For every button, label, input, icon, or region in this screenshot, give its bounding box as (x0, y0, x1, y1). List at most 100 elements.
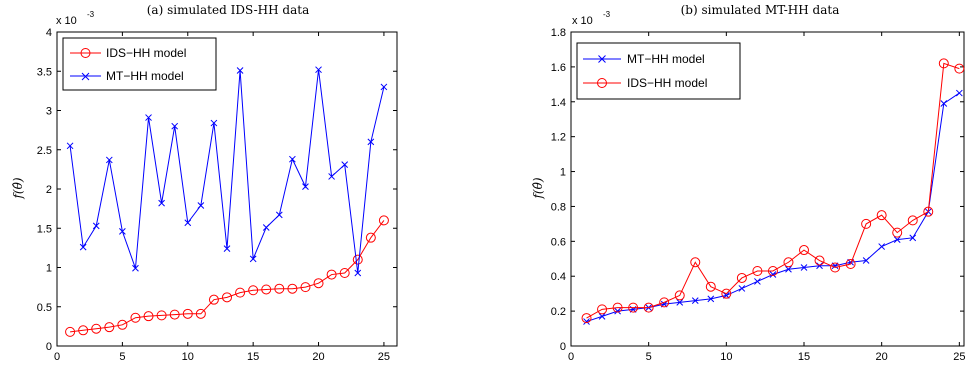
panel-b-point-mt (676, 299, 684, 306)
panel-a-point-ids (378, 215, 389, 226)
panel-a-y-tick-label: 2.5 (37, 145, 52, 157)
panel-b-y-tick-label: 1.6 (551, 62, 566, 74)
panel-a-ticks: 0 5 10 15 20 25 0 0.5 1 1.5 2 2.5 3 3.5 4 (37, 27, 397, 363)
panel-b-point-mt (909, 234, 917, 242)
panel-b-point-mt (583, 318, 590, 325)
panel-a-legend: IDS−HH model MT−HH model (62, 37, 217, 91)
panel-a-point-ids (195, 308, 206, 319)
panel-b-exponent-base: x 10 (572, 15, 593, 27)
panel-b-y-tick-label: 0.2 (551, 306, 566, 318)
panel-b-point-ids (612, 302, 623, 313)
panel-b-point-mt (738, 285, 746, 292)
panel-a-point-ids (300, 282, 311, 293)
panel-a-point-mt (79, 243, 87, 251)
panel-b-y-tick-label: 0 (560, 341, 566, 353)
panel-a-point-mt (289, 155, 296, 163)
panel-b-legend-box (576, 42, 741, 100)
panel-a-point-mt (249, 255, 257, 263)
panel-a-point-mt (66, 142, 74, 150)
panel-a-point-mt (315, 66, 322, 74)
panel-a-point-mt (197, 202, 205, 209)
panel-a-point-ids (339, 267, 350, 278)
panel-a-y-tick-label: 0.5 (37, 302, 52, 314)
panel-b-y-tick-label: 1.4 (551, 97, 566, 109)
panel-b-legend-label-ids: IDS−HH model (627, 76, 707, 90)
panel-b-point-ids (923, 206, 934, 217)
panel-a-point-mt (132, 264, 139, 272)
panel-a-point-mt (184, 219, 192, 227)
panel-a-x-tick-label: 20 (312, 351, 324, 363)
panel-a-point-mt (119, 228, 126, 235)
panel-a-legend-marker-ids (80, 48, 91, 58)
panel-b-point-mt (785, 265, 792, 273)
panel-b-y-tick-label: 0.6 (551, 236, 566, 248)
panel-b-x-tick-label: 5 (646, 351, 652, 363)
panel-a-legend-label-ids: IDS−HH model (106, 46, 186, 60)
panel-b-legend-marker-mt (598, 55, 606, 63)
panel-a-x-tick-label: 15 (247, 351, 259, 363)
panel-b-plot-frame (570, 31, 965, 347)
panel-b-point-ids (892, 227, 903, 238)
panel-b-exponent-power: -3 (603, 10, 611, 19)
panel-a-point-ids (287, 283, 298, 294)
panel-a-point-ids (222, 292, 232, 303)
panel-a-point-mt (92, 222, 100, 230)
panel-b-point-ids (643, 302, 654, 313)
panel-a-point-mt (171, 122, 179, 130)
panel-b-y-tick-label: 0.4 (551, 271, 566, 283)
panel-b-point-ids (907, 215, 918, 226)
panel-b-point-mt (800, 264, 808, 271)
panel-b-point-ids (783, 257, 794, 268)
panel-b-point-mt (614, 307, 621, 315)
panel-b-point-ids (721, 288, 732, 299)
panel-b-y-axis-label: f(θ̂) (531, 177, 545, 199)
panel-b-point-mt (769, 271, 777, 278)
panel-a-series-line-ids (70, 220, 385, 333)
panel-a-point-ids (169, 309, 180, 320)
panel-b-point-ids (876, 210, 887, 221)
panel-b-y-tick-label: 0.8 (551, 201, 566, 213)
panel-b-point-ids (659, 297, 670, 308)
panel-b-x-tick-label: 25 (953, 351, 965, 363)
panel-a-point-ids (313, 278, 324, 289)
panel-a-point-ids (156, 310, 167, 321)
panel-b-y-tick-label: 1.2 (551, 132, 566, 144)
panel-b-point-ids (845, 259, 856, 270)
panel-a-y-tick-label: 0 (46, 341, 52, 353)
panel-a-title: (a) simulated IDS-HH data (147, 3, 309, 17)
panel-a-y-tick-label: 1.5 (37, 223, 52, 235)
panel-b-point-mt (862, 257, 870, 264)
panel-b-point-ids (705, 281, 716, 292)
panel-b-series (581, 58, 965, 325)
panel-a: (a) simulated IDS-HH data x 10 -3 f(θ̂) … (11, 3, 398, 363)
panel-b-point-mt (754, 278, 761, 285)
panel-b-point-ids (752, 265, 763, 276)
panel-b-point-ids (628, 302, 639, 313)
panel-a-series-line-mt (69, 69, 385, 274)
panel-b-x-tick-label: 15 (798, 351, 810, 363)
panel-b-y-tick-label: 1.8 (551, 27, 566, 39)
panel-a-point-ids (65, 326, 76, 337)
panel-a-x-tick-label: 0 (54, 351, 60, 363)
panel-b-point-ids (674, 290, 685, 301)
panel-a-point-mt (210, 119, 218, 127)
panel-b-ticks: 0 5 10 15 20 25 0 0.2 0.4 0.6 0.8 1 1.2 1.4 1.6 1.8 (551, 27, 965, 363)
panel-b-x-tick-label: 0 (568, 351, 574, 363)
panel-a-point-mt (367, 138, 375, 146)
panel-b: (b) simulated MT-HH data x 10 -3 f(θ̂) 0… (531, 3, 965, 363)
panel-b-point-ids (814, 255, 825, 266)
panel-a-point-ids (326, 269, 337, 280)
panel-a-legend-marker-mt (81, 72, 90, 81)
panel-b-legend: MT−HH model IDS−HH model (576, 42, 741, 100)
panel-a-point-mt (223, 245, 231, 253)
panel-a-point-ids (130, 312, 141, 323)
panel-b-x-tick-label: 20 (876, 351, 888, 363)
panel-a-point-mt (105, 156, 113, 164)
panel-a-point-ids (182, 308, 193, 319)
panel-a-point-mt (262, 224, 270, 231)
panel-b-legend-marker-ids (597, 78, 607, 88)
panel-a-point-ids (117, 319, 128, 330)
panel-a-series (65, 66, 389, 337)
panel-a-x-tick-label: 5 (119, 351, 125, 363)
